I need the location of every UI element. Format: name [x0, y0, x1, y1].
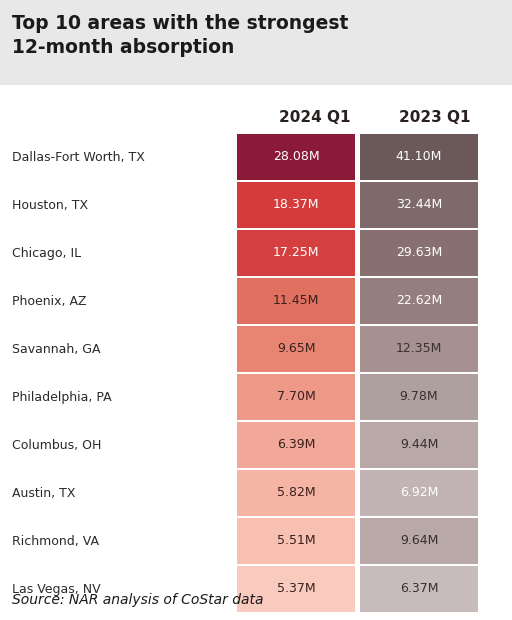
Bar	[237, 518, 355, 564]
Text: 9.44M: 9.44M	[400, 438, 438, 451]
Text: Phoenix, AZ: Phoenix, AZ	[12, 294, 87, 308]
Text: 6.37M: 6.37M	[400, 583, 438, 595]
Text: 22.62M: 22.62M	[396, 294, 442, 308]
Text: 2024 Q1: 2024 Q1	[279, 110, 351, 125]
Bar	[360, 278, 478, 324]
Text: Richmond, VA: Richmond, VA	[12, 534, 99, 547]
Bar	[237, 566, 355, 612]
Text: 29.63M: 29.63M	[396, 247, 442, 260]
Bar	[360, 518, 478, 564]
Text: Savannah, GA: Savannah, GA	[12, 342, 100, 355]
Bar	[360, 422, 478, 468]
Bar	[360, 182, 478, 228]
Text: Columbus, OH: Columbus, OH	[12, 438, 101, 451]
Text: Dallas-Fort Worth, TX: Dallas-Fort Worth, TX	[12, 151, 145, 164]
Bar	[237, 278, 355, 324]
Text: 9.78M: 9.78M	[400, 391, 438, 404]
Bar	[237, 374, 355, 420]
Text: 12.35M: 12.35M	[396, 342, 442, 355]
Text: Las Vegas, NV: Las Vegas, NV	[12, 583, 101, 595]
Text: 41.10M: 41.10M	[396, 151, 442, 164]
Text: 9.65M: 9.65M	[277, 342, 315, 355]
Bar	[237, 182, 355, 228]
Text: 5.82M: 5.82M	[276, 487, 315, 500]
Bar	[237, 134, 355, 180]
Text: 2023 Q1: 2023 Q1	[399, 110, 471, 125]
Text: 28.08M: 28.08M	[273, 151, 319, 164]
Text: Houston, TX: Houston, TX	[12, 198, 88, 211]
Bar	[360, 374, 478, 420]
Text: Top 10 areas with the strongest
12-month absorption: Top 10 areas with the strongest 12-month…	[12, 14, 348, 57]
Bar	[237, 422, 355, 468]
Bar	[360, 470, 478, 516]
Bar	[237, 470, 355, 516]
Text: 6.39M: 6.39M	[277, 438, 315, 451]
Bar	[0, 0, 512, 85]
Text: 32.44M: 32.44M	[396, 198, 442, 211]
Text: 11.45M: 11.45M	[273, 294, 319, 308]
Text: 7.70M: 7.70M	[276, 391, 315, 404]
Bar	[237, 326, 355, 372]
Bar	[360, 326, 478, 372]
Text: 6.92M: 6.92M	[400, 487, 438, 500]
Bar	[237, 230, 355, 276]
Text: Source: NAR analysis of CoStar data: Source: NAR analysis of CoStar data	[12, 593, 264, 607]
Text: 5.51M: 5.51M	[276, 534, 315, 547]
Text: Philadelphia, PA: Philadelphia, PA	[12, 391, 112, 404]
Text: 9.64M: 9.64M	[400, 534, 438, 547]
Text: Austin, TX: Austin, TX	[12, 487, 75, 500]
Bar	[360, 566, 478, 612]
Text: 5.37M: 5.37M	[276, 583, 315, 595]
Bar	[360, 134, 478, 180]
Text: 18.37M: 18.37M	[273, 198, 319, 211]
Text: Chicago, IL: Chicago, IL	[12, 247, 81, 260]
Bar	[360, 230, 478, 276]
Text: 17.25M: 17.25M	[273, 247, 319, 260]
